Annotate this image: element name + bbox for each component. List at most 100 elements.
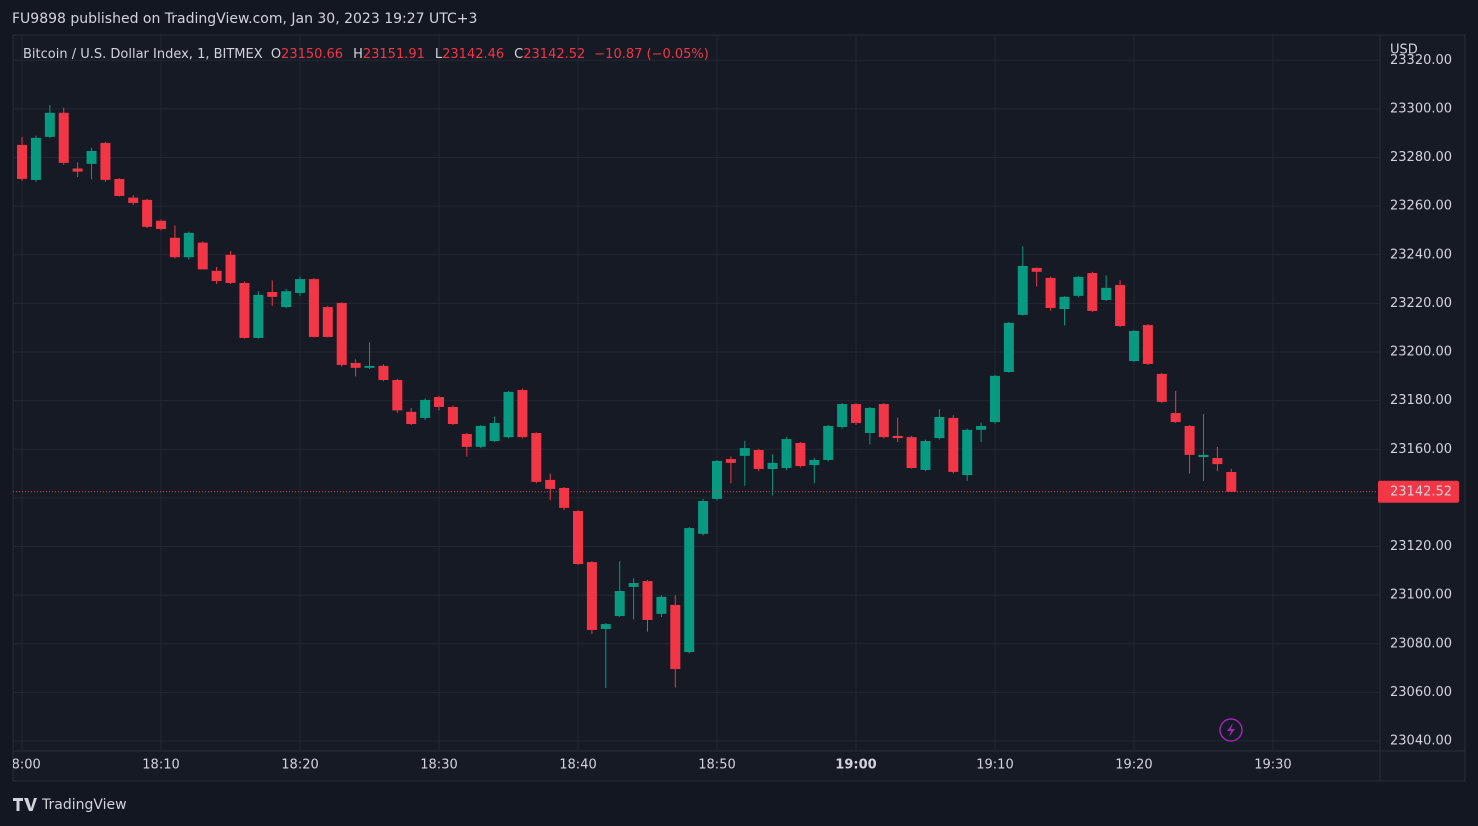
last-price-tag [1378,480,1459,503]
ohlc-prefix: C [514,47,523,62]
candle-body [30,137,41,180]
y-tick-label: 23220.00 [1390,296,1452,311]
candle-body [725,459,736,463]
candle-body [1059,296,1070,310]
candle-body [892,435,903,439]
y-tick-label: 23260.00 [1390,199,1452,214]
x-tick-label: 19:30 [1254,758,1291,773]
candle-body [906,437,917,469]
candle-body [739,448,750,456]
candle-body [72,168,83,172]
y-tick-label: 23320.00 [1390,53,1452,68]
ohlc-value: 23151.91 [363,47,425,62]
candle-body [1184,425,1195,455]
candle-body [100,142,111,180]
candle-body [934,416,945,439]
ohlc-prefix: H [353,47,363,62]
alert-icon[interactable] [1219,718,1243,742]
candle-body [114,178,125,196]
candle-body [156,220,167,230]
x-tick-label: 18:30 [420,758,457,773]
y-tick-label: 23040.00 [1390,734,1452,749]
candle-body [1003,322,1014,372]
y-tick-label: 23060.00 [1390,685,1452,700]
brand-name: TradingView [41,797,127,813]
candle-body [948,417,959,472]
candle-body [378,365,389,380]
x-tick-label: 18:50 [698,758,735,773]
candle-body [614,591,625,617]
candle-body [600,624,611,629]
y-tick-label: 23200.00 [1390,345,1452,360]
candle-body [670,604,681,670]
publish-info: FU9898 published on TradingView.com, Jan… [12,11,477,27]
candle-body [225,254,236,283]
y-tick-label: 23080.00 [1390,636,1452,651]
candle-body [753,450,764,469]
y-tick-label: 23180.00 [1390,393,1452,408]
candle-body [531,432,542,482]
candle-body [58,112,69,163]
candle-body [253,294,264,338]
candle-body [392,379,403,411]
x-tick-label: 18:10 [142,758,179,773]
candle-body [86,150,97,164]
candle-body [559,487,570,508]
candle-body [364,365,375,368]
candle-body [350,362,361,368]
candle-body [267,291,278,297]
alert-icon-bolt [1227,723,1235,737]
ohlc-value: 23150.66 [281,47,343,62]
candle-body [767,462,778,469]
symbol-legend: Bitcoin / U.S. Dollar Index, 1, BITMEX O2… [23,47,709,62]
ohlc-value: 23142.46 [442,47,504,62]
candle-body [628,583,639,587]
candle-body [142,199,153,227]
x-tick-label: 18:40 [559,758,596,773]
candle-body [698,501,709,534]
candle-body [864,407,875,433]
y-tick-label: 23120.00 [1390,539,1452,554]
candle-body [976,425,987,430]
candle-body [837,404,848,427]
candle-body [809,459,820,466]
candle-body [962,429,973,476]
currency: USD [1390,43,1418,58]
x-tick-label: 18:20 [281,758,318,773]
y-tick-label: 23280.00 [1390,150,1452,165]
candle-body [322,307,333,337]
candle-body [475,425,486,447]
candle-body [1101,287,1112,301]
candle-body [461,433,472,447]
candle-body [1142,325,1153,364]
brand-logo [13,798,37,811]
candle-body [406,411,417,424]
y-tick-label: 23160.00 [1390,442,1452,457]
candle-body [281,291,292,308]
candle-body [447,406,458,424]
candle-body [128,197,139,203]
x-tick-label: 19:00 [835,758,876,773]
candle-body [420,399,431,418]
candle-body [44,112,55,137]
candle-body [878,404,889,438]
x-tick-label: 19:10 [976,758,1013,773]
candle-body [545,479,556,489]
candle-body [795,442,806,467]
candle-body [1115,284,1126,327]
candle-body [169,237,180,258]
y-tick-label: 23300.00 [1390,101,1452,116]
candle-body [1170,413,1181,423]
price-change: −10.87 (−0.05%) [594,47,709,62]
candle-body [573,511,584,565]
candle-body [308,279,319,337]
candle-body [517,389,528,438]
candle-body [434,397,445,407]
candle-body [17,144,28,179]
candle-body [656,596,667,614]
ohlc-value: 23142.52 [523,47,585,62]
candle-body [336,302,347,365]
x-tick-label: 19:20 [1115,758,1152,773]
candle-body [1156,373,1167,402]
